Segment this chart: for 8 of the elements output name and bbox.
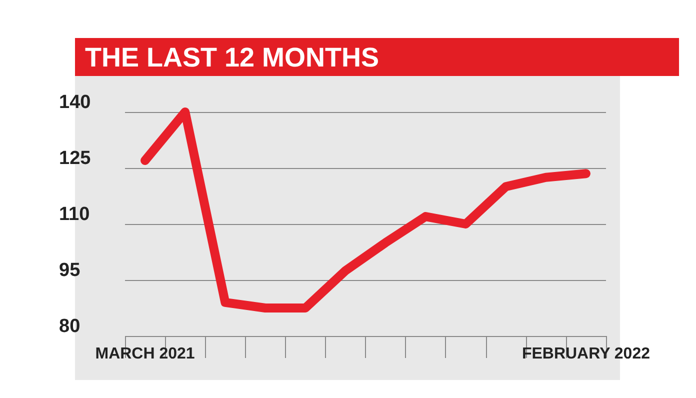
chart-title: THE LAST 12 MONTHS — [85, 42, 380, 72]
y-tick-label: 140 — [59, 92, 91, 113]
y-tick-label: 110 — [59, 204, 90, 225]
x-tick-label: FEBRUARY 2022 — [522, 346, 650, 362]
y-tick-label: 125 — [59, 148, 92, 169]
x-tick-label: MARCH 2021 — [95, 346, 195, 362]
y-tick-label: 80 — [59, 316, 80, 337]
y-tick-label: 95 — [59, 260, 81, 281]
